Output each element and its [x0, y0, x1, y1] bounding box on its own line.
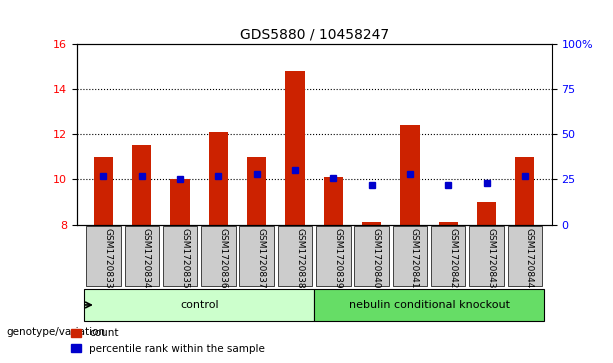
FancyBboxPatch shape	[201, 226, 235, 286]
Bar	[209, 132, 228, 225]
Text: genotype/variation: genotype/variation	[6, 327, 105, 337]
FancyBboxPatch shape	[431, 226, 465, 286]
FancyBboxPatch shape	[240, 226, 274, 286]
FancyBboxPatch shape	[124, 226, 159, 286]
Bar	[477, 202, 496, 225]
Bar	[94, 157, 113, 225]
Bar	[247, 157, 266, 225]
Text: GSM1720836: GSM1720836	[218, 228, 227, 289]
Text: GSM1720844: GSM1720844	[525, 228, 534, 288]
Text: GSM1720838: GSM1720838	[295, 228, 304, 289]
Bar	[516, 157, 535, 225]
FancyBboxPatch shape	[86, 226, 121, 286]
Title: GDS5880 / 10458247: GDS5880 / 10458247	[240, 27, 389, 41]
Text: GSM1720842: GSM1720842	[448, 228, 457, 288]
Bar	[170, 179, 189, 225]
Bar	[286, 71, 305, 225]
FancyBboxPatch shape	[278, 226, 312, 286]
FancyBboxPatch shape	[508, 226, 542, 286]
Bar	[400, 125, 419, 225]
Legend: count, percentile rank within the sample: count, percentile rank within the sample	[66, 324, 270, 358]
Text: GSM1720837: GSM1720837	[257, 228, 265, 289]
FancyBboxPatch shape	[316, 226, 351, 286]
Bar	[324, 177, 343, 225]
FancyBboxPatch shape	[85, 289, 314, 321]
Bar	[439, 223, 458, 225]
Text: control: control	[180, 300, 219, 310]
Text: nebulin conditional knockout: nebulin conditional knockout	[349, 300, 509, 310]
FancyBboxPatch shape	[354, 226, 389, 286]
FancyBboxPatch shape	[470, 226, 504, 286]
Bar	[132, 146, 151, 225]
Text: GSM1720839: GSM1720839	[333, 228, 342, 289]
Text: GSM1720841: GSM1720841	[410, 228, 419, 288]
Text: GSM1720843: GSM1720843	[487, 228, 495, 288]
Text: GSM1720834: GSM1720834	[142, 228, 151, 288]
Bar	[362, 223, 381, 225]
Text: GSM1720833: GSM1720833	[104, 228, 112, 289]
FancyBboxPatch shape	[314, 289, 544, 321]
Text: GSM1720840: GSM1720840	[371, 228, 381, 288]
Text: GSM1720835: GSM1720835	[180, 228, 189, 289]
FancyBboxPatch shape	[393, 226, 427, 286]
FancyBboxPatch shape	[163, 226, 197, 286]
